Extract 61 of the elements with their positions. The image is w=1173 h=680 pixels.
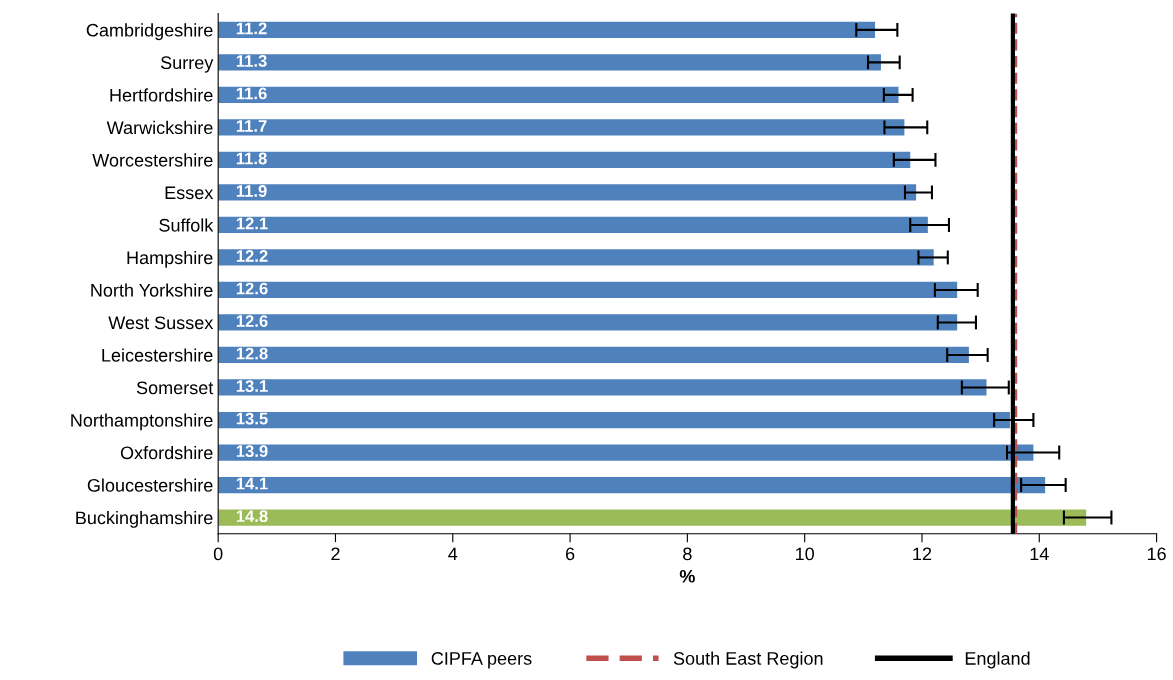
data-label: 12.6 bbox=[236, 315, 268, 327]
bar bbox=[218, 119, 905, 136]
bar bbox=[218, 151, 911, 169]
y-tick-label: Cambridgeshire bbox=[86, 23, 213, 41]
x-tick-label: 2 bbox=[331, 547, 340, 561]
data-label: 11.3 bbox=[236, 55, 267, 67]
bar bbox=[218, 509, 1087, 526]
data-label: 13.9 bbox=[236, 445, 268, 458]
y-tick-label: Gloucestershire bbox=[87, 478, 213, 492]
x-axis-title: % bbox=[679, 569, 695, 583]
data-label: 11.8 bbox=[236, 152, 267, 165]
bar bbox=[218, 346, 969, 364]
x-tick-label: 10 bbox=[796, 547, 815, 561]
y-tick-label: Leicestershire bbox=[102, 348, 213, 362]
data-label: 13.5 bbox=[236, 412, 268, 425]
bar bbox=[218, 281, 958, 299]
x-tick-label: 8 bbox=[683, 547, 692, 561]
y-tick-label: Hertfordshire bbox=[110, 88, 213, 102]
bar bbox=[218, 379, 987, 396]
bar bbox=[218, 249, 934, 266]
data-label: 12.1 bbox=[236, 217, 268, 230]
x-tick-label: 14 bbox=[1030, 547, 1049, 561]
y-tick-label: North Yorkshire bbox=[91, 283, 213, 297]
bar bbox=[218, 184, 917, 201]
data-label: 11.7 bbox=[236, 120, 267, 132]
y-tick-label: Somerset bbox=[136, 381, 214, 395]
x-tick-label: 12 bbox=[913, 547, 932, 561]
y-tick-label: Worcestershire bbox=[92, 153, 213, 167]
bar bbox=[218, 314, 958, 331]
data-label: 12.2 bbox=[236, 250, 268, 262]
y-tick-label: Hampshire bbox=[127, 250, 213, 268]
y-tick-label: West Sussex bbox=[108, 316, 214, 330]
x-tick-label: 0 bbox=[213, 547, 223, 561]
bar bbox=[218, 476, 1046, 494]
data-label: 11.6 bbox=[236, 87, 267, 100]
bar bbox=[218, 21, 876, 38]
data-label: 14.1 bbox=[236, 477, 268, 490]
x-tick-label: 6 bbox=[565, 547, 575, 561]
x-tick-label: 16 bbox=[1147, 547, 1166, 561]
bar bbox=[218, 86, 899, 104]
y-tick-label: Warwickshire bbox=[106, 120, 213, 135]
ref-line-label: England bbox=[965, 651, 1030, 669]
data-label: 14.8 bbox=[236, 510, 268, 523]
legend-label: South East Region bbox=[673, 651, 823, 669]
data-label: 12.6 bbox=[236, 282, 268, 295]
y-tick-label: Suffolk bbox=[159, 218, 214, 232]
legend-label: CIPFA peers bbox=[431, 652, 532, 669]
y-tick-label: Northamptonshire bbox=[71, 413, 213, 431]
y-tick-label: Essex bbox=[165, 186, 214, 200]
bar bbox=[218, 411, 1010, 429]
bar bbox=[218, 444, 1034, 461]
x-tick-label: 4 bbox=[448, 547, 458, 561]
data-label: 12.8 bbox=[236, 347, 268, 360]
y-tick-label: Buckinghamshire bbox=[76, 511, 213, 528]
data-label: 11.2 bbox=[236, 22, 267, 35]
data-label: 11.9 bbox=[236, 185, 267, 197]
y-tick-label: Oxfordshire bbox=[120, 445, 213, 460]
bar bbox=[218, 54, 881, 71]
bar bbox=[218, 216, 928, 234]
y-tick-label: Surrey bbox=[160, 56, 214, 73]
data-label: 13.1 bbox=[236, 380, 268, 392]
